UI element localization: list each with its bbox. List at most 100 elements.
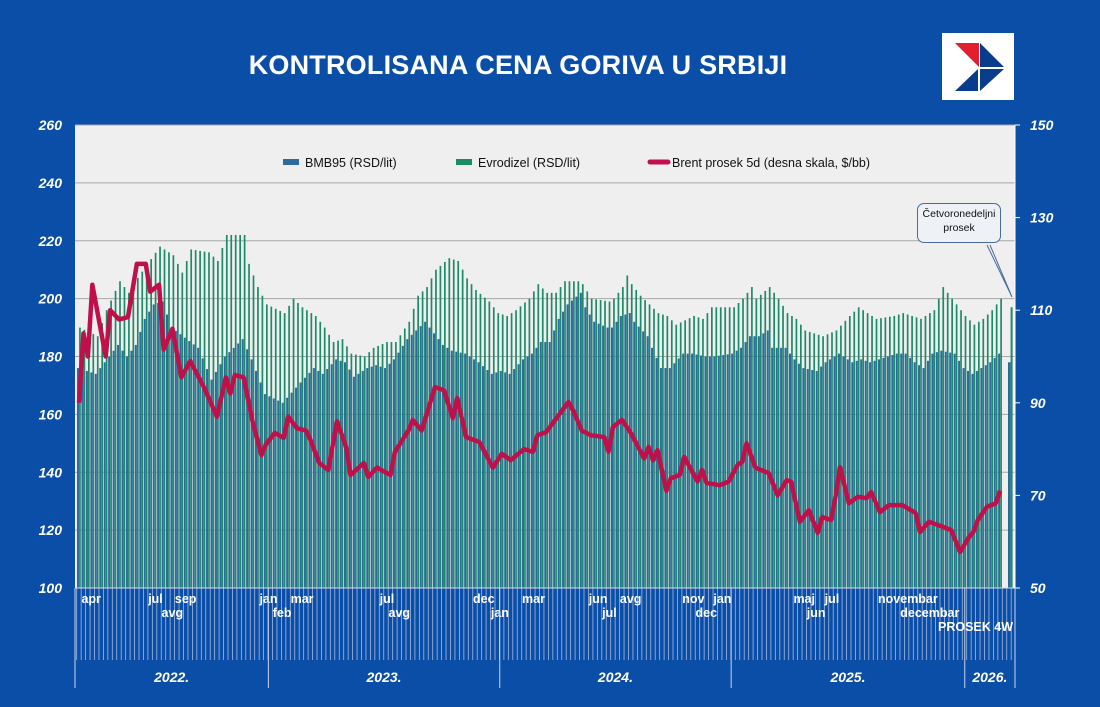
bmb95-bar	[81, 369, 84, 588]
bmb95-bar	[998, 353, 1001, 588]
bmb95-bar	[397, 352, 400, 588]
bmb95-bar	[522, 359, 524, 588]
evrodizel-bar	[800, 324, 802, 588]
bmb95-bar	[713, 356, 716, 588]
evrodizel-bar	[893, 315, 896, 588]
evrodizel-bar	[341, 339, 344, 588]
bmb95-bar	[553, 330, 556, 588]
evrodizel-bar	[791, 315, 793, 588]
bmb95-bar	[980, 368, 983, 588]
bmb95-bar	[971, 373, 974, 588]
evrodizel-bar	[782, 305, 784, 588]
bmb95-bar	[811, 370, 814, 588]
evrodizel-bar	[835, 330, 838, 588]
bmb95-bar	[344, 362, 346, 588]
left-axis-tick-label: 260	[38, 117, 63, 133]
left-axis-tick-label: 140	[39, 464, 63, 480]
evrodizel-bar	[826, 334, 829, 588]
bmb95-bar	[370, 366, 373, 588]
evrodizel-bar	[239, 234, 241, 588]
evrodizel-bar	[234, 234, 237, 588]
year-label: 2025.	[829, 669, 865, 685]
evrodizel-bar	[875, 318, 878, 588]
bmb95-bar	[499, 370, 502, 588]
bmb95-bar	[308, 372, 311, 588]
evrodizel-bar	[982, 318, 985, 588]
evrodizel-bar	[844, 320, 847, 588]
year-label: 2024.	[597, 669, 633, 685]
bmb95-bar	[424, 321, 427, 588]
evrodizel-bar	[884, 317, 887, 588]
bmb95-bar	[219, 364, 222, 588]
evrodizel-bar	[470, 284, 473, 588]
evrodizel-bar	[319, 321, 322, 588]
bmb95-bar	[450, 350, 453, 588]
bmb95-bar	[548, 342, 551, 588]
chart-title: KONTROLISANA CENA GORIVA U SRBIJI	[248, 50, 788, 80]
evrodizel-bar	[568, 281, 571, 588]
evrodizel-bar	[181, 272, 184, 588]
bmb95-bar	[895, 353, 898, 588]
evrodizel-bar	[617, 292, 620, 588]
bmb95-bar	[277, 400, 280, 588]
evrodizel-bar	[199, 250, 201, 589]
evrodizel-bar	[528, 298, 531, 588]
evrodizel-bar	[203, 251, 206, 588]
evrodizel-bar	[555, 292, 557, 588]
evrodizel-bar	[279, 310, 282, 588]
evrodizel-bar	[951, 298, 953, 588]
evrodizel-bar	[92, 334, 95, 588]
bmb95-bar	[170, 327, 173, 588]
bmb95-bar	[748, 336, 751, 588]
evrodizel-bar	[586, 291, 589, 588]
bmb95-bar	[909, 357, 912, 588]
evrodizel-bar	[150, 259, 152, 588]
evrodizel-bar	[804, 330, 807, 588]
bmb95-bar	[406, 339, 409, 588]
evrodizel-bar	[662, 314, 664, 588]
evrodizel-bar	[831, 332, 833, 588]
evrodizel-bar	[653, 308, 655, 588]
evrodizel-bar	[154, 252, 157, 588]
bmb95-bar	[869, 362, 872, 588]
evrodizel-bar	[728, 307, 731, 588]
evrodizel-bar	[417, 295, 419, 588]
bmb95-bar	[726, 354, 729, 588]
bmb95-bar	[878, 359, 880, 588]
bmb95-bar	[125, 356, 128, 588]
month-label: avg	[389, 606, 411, 620]
bmb95-prosek-bar	[1008, 362, 1011, 588]
evrodizel-bar	[381, 343, 384, 588]
bmb95-bar	[900, 353, 903, 588]
evrodizel-bar	[991, 310, 994, 588]
evrodizel-bar	[488, 301, 491, 588]
evrodizel-bar	[444, 261, 446, 588]
evrodizel-bar	[742, 298, 744, 588]
bmb95-bar	[815, 370, 818, 588]
evrodizel-bar	[995, 304, 998, 588]
evrodizel-bar	[955, 304, 958, 588]
bmb95-bar	[655, 357, 658, 588]
left-axis-tick-label: 200	[38, 291, 63, 307]
bmb95-bar	[281, 402, 284, 588]
bmb95-bar	[428, 327, 431, 588]
bmb95-bar	[579, 292, 582, 588]
evrodizel-bar	[777, 298, 780, 588]
right-axis-tick-label: 90	[1030, 395, 1046, 411]
bmb95-bar	[593, 321, 596, 588]
bmb95-bar	[606, 327, 609, 588]
bmb95-bar	[228, 352, 231, 588]
evrodizel-bar	[435, 269, 437, 588]
month-label: feb	[273, 606, 292, 620]
evrodizel-bar	[132, 284, 135, 588]
bmb95-bar	[975, 370, 978, 588]
evrodizel-bar	[866, 313, 869, 588]
bmb95-bar	[935, 352, 938, 588]
month-label: dec	[696, 606, 718, 620]
evrodizel-bar	[403, 328, 406, 588]
bmb95-bar	[441, 344, 444, 588]
evrodizel-bar	[243, 234, 246, 588]
evrodizel-bar	[492, 307, 495, 588]
evrodizel-bar	[372, 347, 375, 588]
bmb95-bar	[744, 342, 747, 588]
